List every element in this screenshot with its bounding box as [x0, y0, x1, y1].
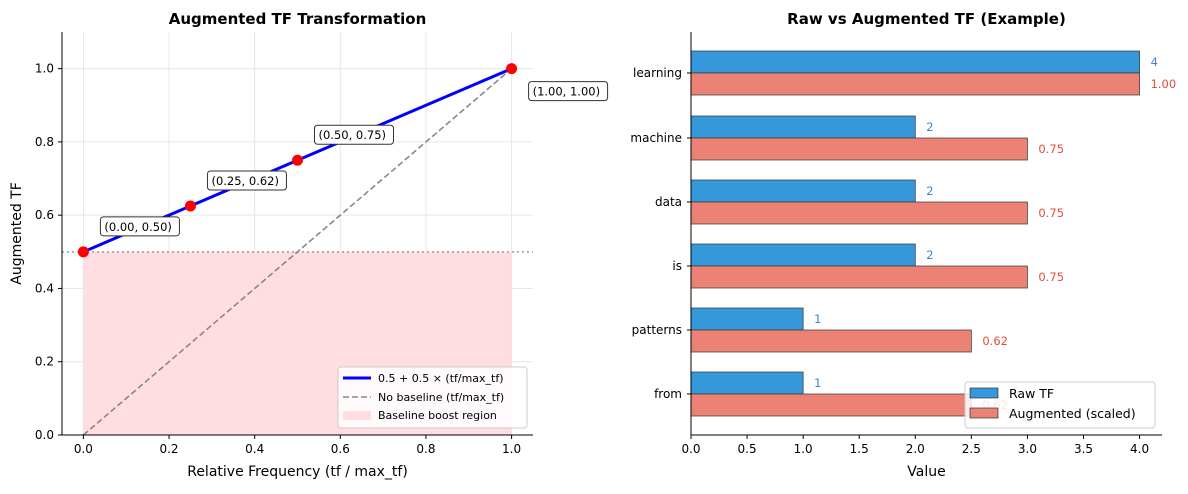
legend-swatch-region [343, 411, 371, 420]
no-baseline-line [82, 68, 513, 436]
y-tick-label: 0.8 [35, 135, 54, 149]
right-chart: 0.0 0.5 1.0 1.5 2.0 2.5 3.0 3.5 4.0 learning 4 1.00… [630, 10, 1176, 480]
legend-label: 0.5 + 0.5 × (tf/max_tf) [378, 372, 504, 385]
bar-value-label: 2 [926, 184, 933, 198]
annotation-box [206, 170, 287, 191]
legend-swatch [969, 407, 999, 419]
bar-value-label: 2 [926, 120, 933, 134]
chart-title: Raw vs Augmented TF (Example) [787, 10, 1066, 28]
y-tick-label: 0.0 [35, 428, 54, 442]
x-tick-label: 0.4 [245, 442, 264, 456]
annotation-box [314, 124, 394, 145]
legend-label: No baseline (tf/max_tf) [378, 391, 504, 404]
data-point [77, 246, 89, 258]
annotation-box [99, 216, 180, 237]
bar-value-label: 1 [814, 312, 821, 326]
augmented-tf-bar [690, 201, 1028, 225]
x-tick-label: 2.0 [906, 442, 925, 456]
x-axis-label: Relative Frequency (tf / max_tf) [187, 464, 408, 480]
raw-tf-bar [690, 115, 916, 139]
raw-tf-bar [690, 307, 804, 331]
annotation-box [528, 81, 609, 102]
legend-box [964, 381, 1156, 429]
augmented-tf-bar [690, 393, 972, 417]
annotation-label: (1.00, 1.00) [533, 85, 601, 99]
legend-box [337, 366, 528, 429]
legend-swatch [969, 387, 999, 399]
category-label: data [655, 195, 682, 209]
x-tick-label: 0.5 [738, 442, 757, 456]
raw-tf-bar [690, 50, 1140, 74]
bar-value-label: 0.75 [1038, 206, 1064, 220]
legend-label: Baseline boost region [378, 409, 497, 422]
x-tick-label: 0.8 [416, 442, 435, 456]
y-tick-label: 0.4 [35, 281, 54, 295]
legend: Raw TF Augmented (scaled) [964, 381, 1156, 429]
x-tick-label: 3.5 [1074, 442, 1093, 456]
x-tick-label: 4.0 [1130, 442, 1149, 456]
raw-tf-bar [690, 179, 916, 203]
y-axis-label: Augmented TF [9, 182, 25, 285]
x-tick-label: 1.5 [850, 442, 869, 456]
category-label: from [654, 387, 682, 401]
data-point [184, 200, 196, 212]
bar-value-label: 4 [1151, 55, 1158, 69]
y-tick-label: 0.6 [35, 208, 54, 222]
left-chart: 0.0 0.2 0.4 0.6 0.8 1.0 0.0 0.2 0.4 0.6 0.8 1.0 (0.0… [9, 10, 609, 480]
category-label: machine [630, 131, 682, 145]
legend-label: Raw TF [1009, 386, 1054, 401]
bar-value-label: 1 [814, 376, 821, 390]
annotation-label: (0.00, 0.50) [104, 220, 172, 234]
x-axis-label: Value [907, 464, 945, 480]
chart-title: Augmented TF Transformation [169, 10, 427, 28]
augmented-tf-bar [690, 137, 1028, 161]
bar-value-label: 0.75 [1038, 270, 1064, 284]
bar-value-label: 0.62 [982, 334, 1008, 348]
legend-label: Augmented (scaled) [1009, 406, 1136, 421]
x-tick-label: 0.0 [74, 442, 93, 456]
category-label: is [672, 259, 682, 273]
augmented-tf-bar [690, 329, 972, 353]
x-tick-label: 0.0 [681, 442, 700, 456]
legend: 0.5 + 0.5 × (tf/max_tf) No baseline (tf/m… [337, 366, 528, 429]
data-point [506, 63, 518, 75]
bar-value-label: 0.75 [1038, 142, 1064, 156]
x-tick-label: 1.0 [502, 442, 521, 456]
x-tick-label: 2.5 [962, 442, 981, 456]
x-tick-label: 0.6 [331, 442, 350, 456]
y-tick-label: 1.0 [35, 62, 54, 76]
x-tick-label: 0.2 [159, 442, 178, 456]
x-tick-label: 3.0 [1018, 442, 1037, 456]
annotation-label: (0.25, 0.62) [211, 174, 278, 188]
annotation-label: (0.50, 0.75) [319, 128, 387, 142]
category-label: patterns [632, 323, 682, 337]
raw-tf-bar [690, 243, 916, 267]
augmented-tf-bar [690, 72, 1140, 96]
bar-value-label: 2 [926, 248, 933, 262]
y-tick-label: 0.2 [35, 355, 54, 369]
x-tick-label: 1.0 [794, 442, 813, 456]
raw-tf-bar [690, 371, 804, 395]
category-label: learning [633, 66, 682, 80]
data-point [292, 154, 303, 166]
bar-value-label: 1.00 [1151, 77, 1177, 91]
augmented-tf-bar [690, 265, 1028, 289]
